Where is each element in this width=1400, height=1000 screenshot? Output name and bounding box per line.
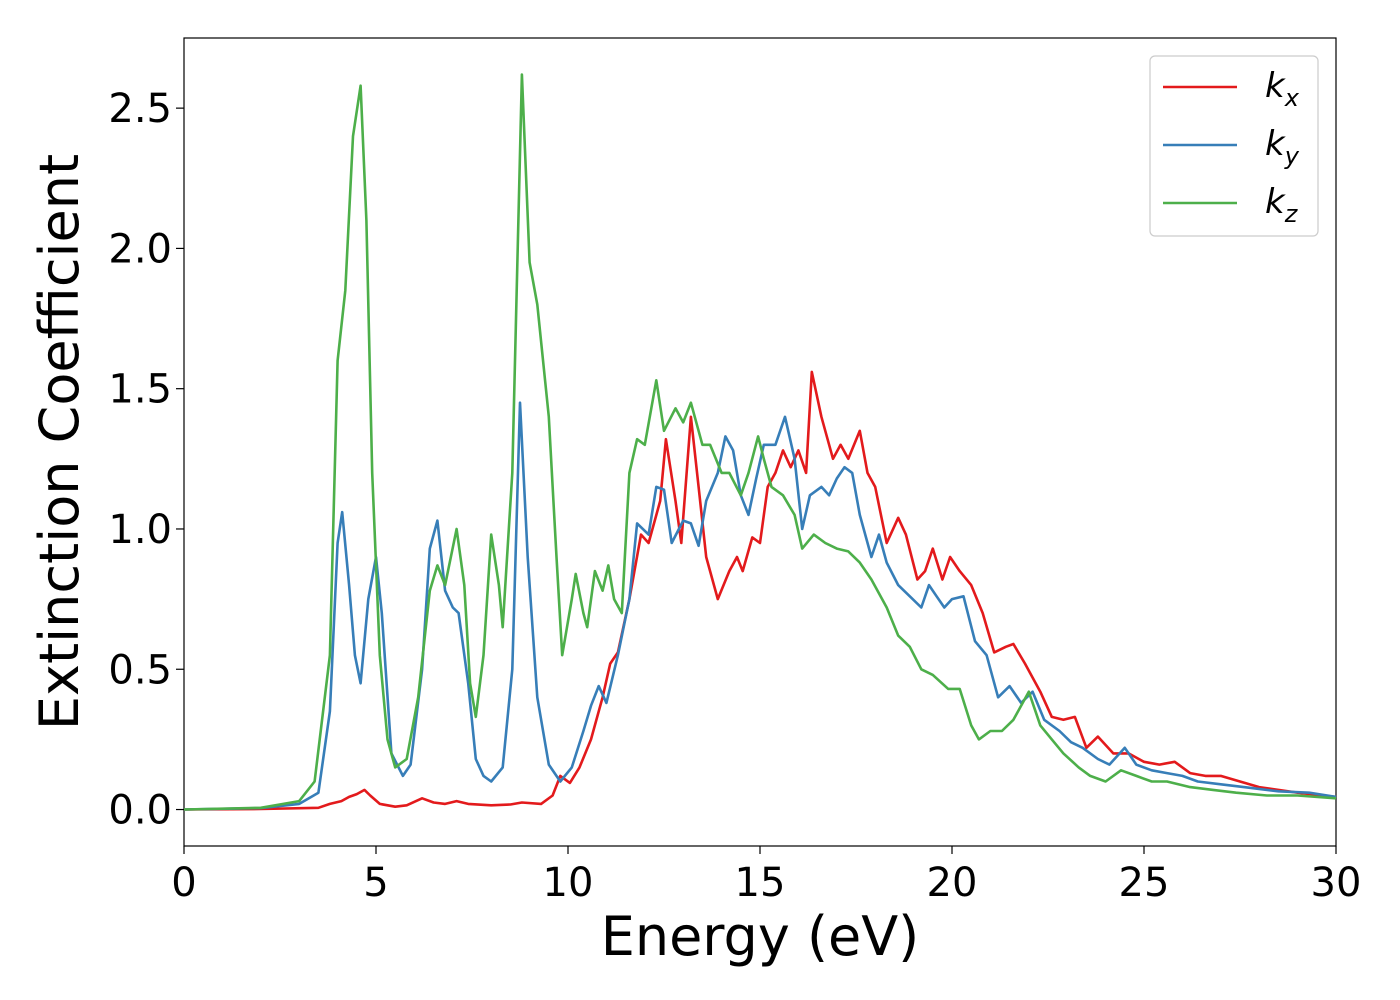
y-tick-label: 0.5 bbox=[108, 647, 172, 693]
x-tick-label: 30 bbox=[1311, 860, 1362, 906]
series-line-y bbox=[183, 401, 1337, 811]
legend-label-z: kz bbox=[1265, 182, 1299, 228]
x-tick-label: 20 bbox=[927, 860, 978, 906]
x-axis-title: Energy (eV) bbox=[601, 905, 920, 968]
series-line-x bbox=[183, 370, 1337, 811]
legend-label-y: ky bbox=[1265, 124, 1300, 170]
y-tick-label: 1.0 bbox=[108, 507, 172, 553]
y-axis-title: Extinction Coefficient bbox=[28, 154, 91, 730]
x-tick-label: 10 bbox=[543, 860, 594, 906]
y-tick-label: 2.5 bbox=[108, 86, 172, 132]
legend: kx ky kz bbox=[1149, 55, 1319, 237]
series-line-z bbox=[183, 73, 1337, 811]
x-tick-label: 5 bbox=[363, 860, 388, 906]
series-layer bbox=[183, 73, 1337, 811]
y-tick-label: 1.5 bbox=[108, 367, 172, 413]
y-axis-ticks: 0.0 0.5 1.0 1.5 2.0 2.5 bbox=[108, 86, 184, 834]
legend-label-x: kx bbox=[1265, 66, 1300, 112]
x-tick-label: 15 bbox=[735, 860, 786, 906]
x-tick-label: 0 bbox=[171, 860, 196, 906]
x-axis-ticks: 0 5 10 15 20 25 30 bbox=[171, 846, 1361, 906]
y-tick-label: 0.0 bbox=[108, 788, 172, 834]
x-tick-label: 25 bbox=[1119, 860, 1170, 906]
y-tick-label: 2.0 bbox=[108, 226, 172, 272]
